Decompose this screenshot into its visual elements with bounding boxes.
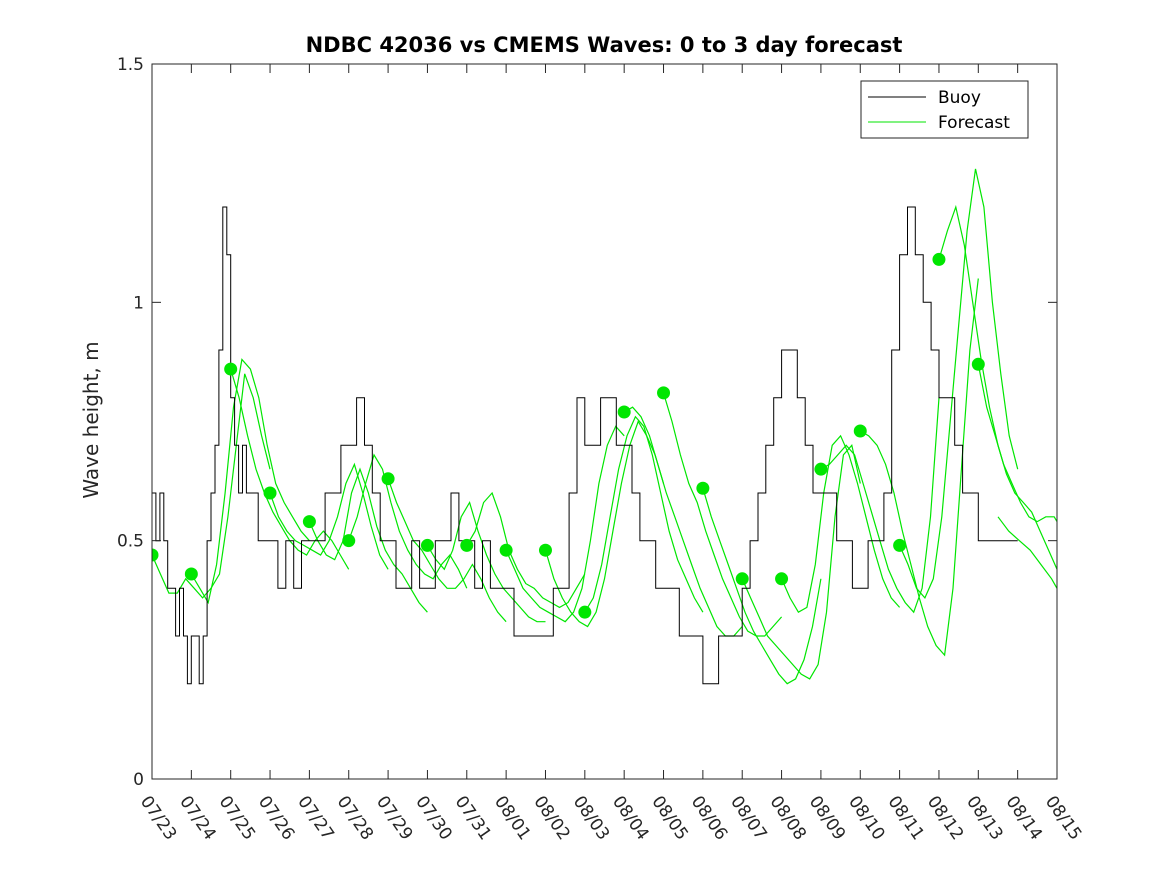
forecast-line: [308, 467, 428, 613]
forecast-line: [387, 478, 507, 623]
forecast-line: [544, 420, 665, 628]
forecast-marker: [263, 486, 277, 500]
y-tick-label: 1: [133, 293, 144, 313]
y-tick-label: 1.5: [117, 55, 144, 75]
series-layer: [152, 168, 1057, 685]
forecast-marker: [932, 252, 946, 266]
forecast-marker: [696, 481, 710, 495]
forecast-line: [781, 434, 901, 614]
forecast-marker: [893, 538, 907, 552]
legend-box: [860, 80, 1029, 139]
forecast-line: [584, 415, 704, 613]
forecast-marker: [460, 538, 474, 552]
forecast-marker: [420, 538, 434, 552]
y-tick-label: 0.5: [117, 532, 144, 552]
plot-frame: [151, 63, 1058, 780]
forecast-line: [860, 278, 979, 657]
legend: Buoy Forecast: [860, 80, 1029, 139]
forecast-line: [741, 444, 861, 680]
forecast-marker: [499, 543, 513, 557]
forecast-line: [899, 168, 1019, 600]
forecast-marker: [971, 357, 985, 371]
forecast-marker: [814, 462, 828, 476]
forecast-marker: [302, 515, 316, 529]
forecast-marker: [224, 362, 238, 376]
forecast-marker: [617, 405, 631, 419]
forecast-marker: [657, 386, 671, 400]
forecast-line: [997, 516, 1057, 590]
legend-buoy-label: Buoy: [938, 88, 981, 108]
forecast-line: [623, 406, 743, 637]
y-tick-label: 0: [133, 770, 144, 790]
forecast-marker: [152, 548, 159, 562]
forecast-line: [662, 392, 783, 637]
legend-forecast-label: Forecast: [938, 113, 1010, 133]
forecast-line: [977, 364, 1057, 523]
forecast-line: [426, 501, 546, 623]
forecast-marker: [538, 543, 552, 557]
forecast-line: [348, 453, 468, 589]
chart-title: NDBC 42036 vs CMEMS Waves: 0 to 3 day fo…: [306, 33, 903, 57]
forecast-line: [702, 488, 822, 685]
forecast-marker: [184, 567, 198, 581]
forecast-marker: [853, 424, 867, 438]
forecast-marker: [735, 572, 749, 586]
forecast-line: [190, 358, 310, 605]
forecast-marker: [342, 534, 356, 548]
forecast-marker: [381, 472, 395, 486]
buoy-line: [152, 206, 1018, 685]
forecast-marker: [578, 605, 592, 619]
forecast-line: [269, 462, 389, 570]
forecast-marker: [775, 572, 789, 586]
y-axis-label: Wave height, m: [79, 341, 103, 498]
forecast-line: [505, 425, 625, 623]
forecast-line: [466, 491, 586, 609]
